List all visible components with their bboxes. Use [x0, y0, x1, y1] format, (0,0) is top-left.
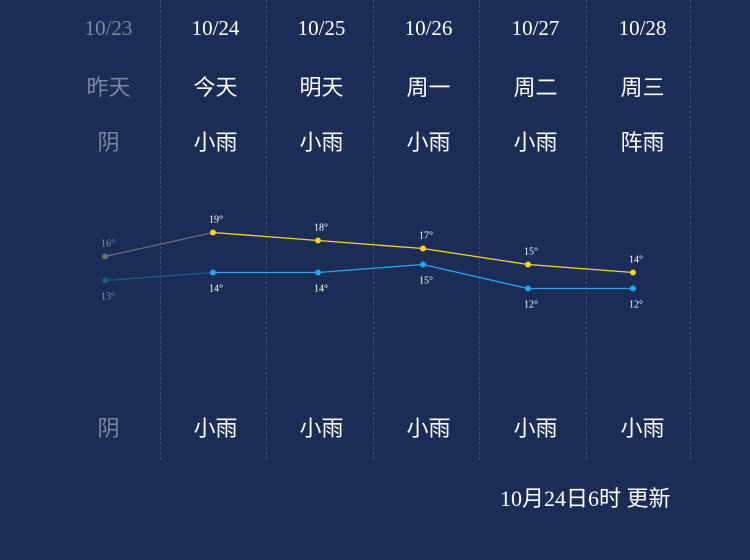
- temperature-chart: 16° 19° 18° 17° 15° 14° 13° 14° 14° 15° 12° 12°: [101, 215, 643, 311]
- day-name: 周三: [620, 75, 665, 100]
- date-label: 10/24: [191, 16, 240, 40]
- low-temp-point: [630, 285, 636, 292]
- weather-day: 小雨: [299, 130, 344, 155]
- update-time: 10月24日6时 更新: [500, 486, 671, 511]
- low-temp-point: [315, 269, 321, 276]
- weather-night: 阴: [97, 416, 120, 441]
- low-temp-label: 12°: [524, 300, 538, 311]
- weather-day: 阵雨: [620, 130, 665, 155]
- low-temp-line-segment: [104, 271, 214, 282]
- date-label: 10/28: [618, 16, 667, 40]
- day-name: 昨天: [86, 75, 131, 100]
- weather-night: 小雨: [193, 416, 238, 441]
- high-temp-line-segment: [527, 263, 634, 274]
- low-temp-label: 14°: [314, 284, 328, 295]
- low-temp-point: [420, 261, 426, 268]
- low-temp-point: [525, 285, 531, 292]
- high-temp-label: 16°: [101, 239, 115, 250]
- weather-night: 小雨: [513, 416, 558, 441]
- high-temp-point: [525, 261, 531, 268]
- column-separator: [690, 0, 691, 460]
- day-name: 今天: [193, 75, 238, 100]
- low-temp-line-segment: [422, 263, 529, 290]
- weather-day: 小雨: [513, 130, 558, 155]
- day-column-yesterday: 10/23 昨天 阴 阴: [55, 0, 162, 460]
- high-temp-label: 18°: [314, 223, 328, 234]
- weather-day: 阴: [97, 130, 120, 155]
- weather-night: 小雨: [620, 416, 665, 441]
- date-label: 10/27: [511, 16, 560, 40]
- high-temp-label: 17°: [419, 231, 433, 242]
- high-temp-label: 14°: [629, 255, 643, 266]
- column-separator: [479, 0, 480, 460]
- column-separator: [373, 0, 374, 460]
- low-temp-label: 12°: [629, 300, 643, 311]
- day-column-wednesday: 10/28 周三 阵雨 小雨: [589, 0, 696, 460]
- high-temp-line-segment: [317, 239, 424, 250]
- day-column-monday: 10/26 周一 小雨 小雨: [375, 0, 482, 460]
- low-temp-label: 14°: [209, 284, 223, 295]
- day-column-tuesday: 10/27 周二 小雨 小雨: [482, 0, 589, 460]
- column-separator: [160, 0, 161, 460]
- column-separator: [266, 0, 267, 460]
- low-temp-label: 13°: [101, 292, 115, 303]
- high-temp-label: 15°: [524, 247, 538, 258]
- day-name: 周二: [513, 75, 558, 100]
- low-temp-line-segment: [317, 263, 424, 274]
- high-temp-point: [630, 269, 636, 276]
- day-name: 明天: [299, 75, 344, 100]
- high-temp-label: 19°: [209, 215, 223, 226]
- high-temp-point: [210, 229, 216, 236]
- weather-day: 小雨: [193, 130, 238, 155]
- high-temp-point: [420, 245, 426, 252]
- high-temp-line-segment: [422, 247, 529, 266]
- day-column-today: 10/24 今天 小雨 小雨: [162, 0, 269, 460]
- date-label: 10/25: [297, 16, 346, 40]
- low-temp-label: 15°: [419, 276, 433, 287]
- high-temp-line-segment: [104, 231, 214, 258]
- high-temp-point: [102, 253, 108, 260]
- column-separator: [586, 0, 587, 460]
- low-temp-point: [102, 277, 108, 284]
- weather-night: 小雨: [406, 416, 451, 441]
- day-column-tomorrow: 10/25 明天 小雨 小雨: [268, 0, 375, 460]
- date-label: 10/23: [84, 16, 133, 40]
- high-temp-line-segment: [212, 231, 319, 242]
- low-temp-point: [210, 269, 216, 276]
- weather-night: 小雨: [299, 416, 344, 441]
- day-name: 周一: [406, 75, 451, 100]
- high-temp-point: [315, 237, 321, 244]
- weather-day: 小雨: [406, 130, 451, 155]
- date-label: 10/26: [404, 16, 453, 40]
